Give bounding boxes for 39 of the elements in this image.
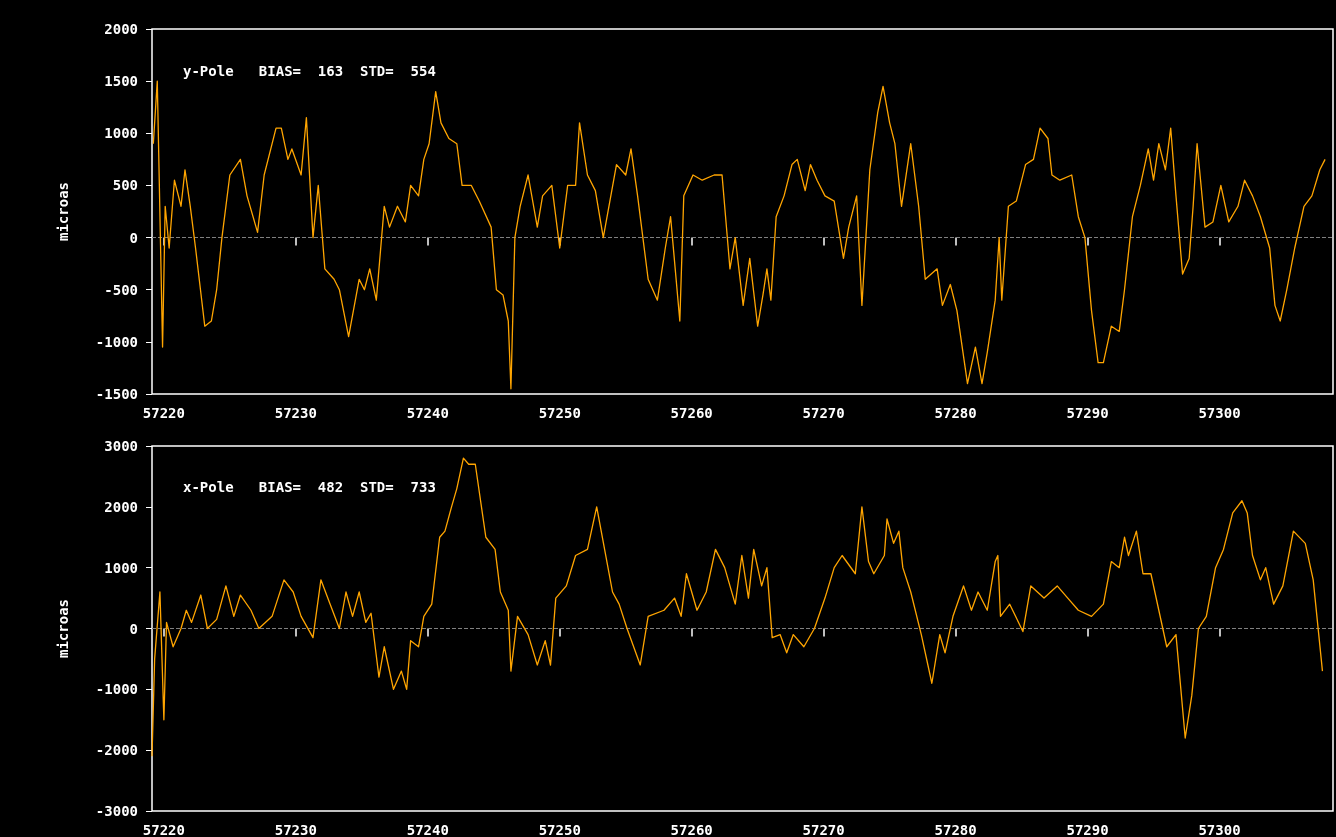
x-tick-label: 57230 [274,405,317,421]
line-series [151,457,1324,757]
x-tick-label: 57260 [670,405,713,421]
line-series [152,80,1326,390]
y-tick-label: 0 [129,620,138,637]
text: x-Pole BIAS= 482 STD= 733 [183,479,436,495]
x-tick-label: 57220 [142,405,185,421]
x-tick-label: 57280 [934,405,977,421]
x-tick-label: 57290 [1066,822,1109,837]
y-tick-label: -1000 [95,681,138,698]
y-tick-label: -1500 [95,386,138,402]
y-axis-title: microas [55,598,71,659]
x-tick-label: 57250 [538,822,581,837]
y-tick-label: 3000 [104,438,138,454]
y-tick-label: 1000 [104,559,138,576]
y-tick-label: -2000 [95,742,138,759]
y-tick-label: 500 [112,177,138,194]
x-tick-label: 57230 [274,822,317,837]
y-tick-label: 0 [129,229,138,246]
x-tick-label: 57220 [142,822,185,837]
y-tick-label: -1000 [95,333,138,350]
y-tick-label: 2000 [104,21,138,37]
x-tick-label: 57250 [538,405,581,421]
x-tick-label: 57270 [802,405,845,421]
x-tick-label: 57300 [1198,405,1241,421]
x-tick-label: 57270 [802,822,845,837]
y-axis-title: microas [55,181,71,242]
x-tick-label: 57300 [1198,822,1241,837]
text: y-Pole BIAS= 163 STD= 554 [183,63,436,79]
x-tick-label: 57240 [406,405,449,421]
y-tick-label: 2000 [104,498,138,515]
y-tick-label: 1500 [104,73,138,90]
x-tick-label: 57260 [670,822,713,837]
x-tick-label: 57290 [1066,405,1109,421]
x-tick-label: 57280 [934,822,977,837]
y-tick-label: -500 [104,281,138,298]
y-tick-label: 1000 [104,125,138,142]
y-tick-label: -3000 [95,803,138,819]
x-tick-label: 57240 [406,822,449,837]
